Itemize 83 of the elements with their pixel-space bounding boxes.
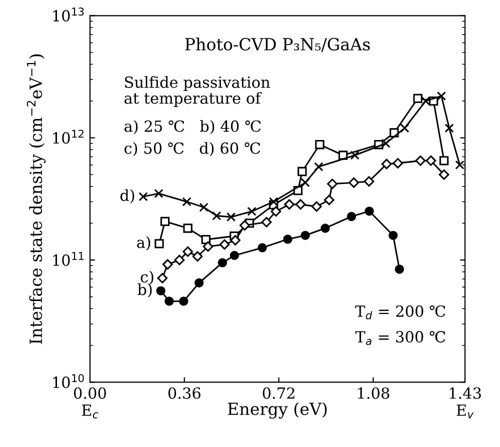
y-tick-label: 10$^{10}$ [53, 374, 84, 388]
point [230, 250, 240, 260]
point [218, 258, 228, 268]
point [394, 264, 404, 274]
point [192, 251, 203, 262]
annotation: T$_{d}$ = 200 ℃ [355, 305, 446, 320]
series-label: a) [137, 236, 150, 250]
x-tick-label: 0.36 [168, 387, 200, 399]
point [444, 124, 454, 133]
point [261, 216, 272, 228]
point [315, 140, 324, 150]
point [182, 246, 193, 257]
y-axis-title: Interface state density (cm$^{−2}$eV$^{−1}$) [26, 54, 46, 344]
point [247, 206, 256, 216]
point [436, 91, 446, 101]
y-tick-label: 10$^{11}$ [53, 252, 84, 266]
text: Photo-CVD P₃N₅/GaAs [185, 38, 370, 52]
point [381, 158, 392, 170]
point [295, 199, 306, 210]
point [314, 162, 324, 172]
point [226, 212, 236, 222]
point [415, 156, 426, 166]
x-tick-label: 1.08 [358, 387, 390, 399]
point [439, 156, 449, 166]
y-tick-label: 10$^{13}$ [53, 8, 84, 22]
series-label: d) [120, 189, 134, 204]
point [348, 177, 359, 188]
point [154, 239, 164, 248]
point [212, 211, 222, 220]
point [230, 235, 240, 246]
point [327, 178, 338, 190]
annotation: c) 50 ℃ d) 60 ℃ [124, 142, 260, 156]
point [438, 169, 450, 180]
point [268, 197, 278, 206]
x-tick-label: 0.00 E$_{c}$ [74, 387, 106, 418]
point [364, 206, 374, 216]
point [138, 192, 148, 202]
point [160, 216, 170, 226]
point [350, 150, 360, 160]
point [162, 259, 173, 270]
point [338, 150, 348, 160]
point [300, 178, 310, 188]
point [388, 230, 398, 240]
annotation: T$_{a}$ = 300 ℃ [355, 331, 446, 346]
point [421, 96, 430, 106]
point [179, 296, 188, 306]
point [183, 224, 192, 233]
point [240, 220, 250, 231]
point [219, 239, 230, 250]
point [300, 230, 310, 240]
point [156, 286, 166, 296]
point [270, 206, 282, 217]
point [346, 212, 356, 222]
point [311, 201, 322, 212]
point [324, 194, 334, 206]
point [413, 94, 422, 104]
point [164, 296, 174, 306]
point [400, 124, 410, 133]
point [199, 202, 208, 212]
x-tick-label: 1.43 E$_{v}$ [450, 387, 481, 418]
point [284, 199, 294, 210]
point [392, 158, 404, 168]
point [154, 188, 164, 198]
point [320, 224, 330, 233]
series-label: b) [138, 283, 152, 298]
point [381, 138, 390, 148]
annotation: a) 25 ℃ b) 40 ℃ [124, 120, 261, 134]
point [455, 160, 464, 170]
point [426, 156, 436, 166]
point [298, 166, 307, 176]
point [202, 241, 214, 252]
series-label: c) [140, 270, 154, 285]
annotation: Sulfide passivation at temperature of [124, 76, 270, 107]
point [364, 176, 374, 187]
point [283, 234, 292, 244]
point [258, 243, 267, 252]
x-tick-label: 0.72 [262, 387, 294, 399]
y-tick-label: 10$^{12}$ [53, 130, 84, 144]
x-axis-title: Energy (eV) [228, 402, 327, 419]
point [174, 254, 185, 266]
point [157, 272, 168, 284]
point [182, 197, 192, 206]
point [194, 278, 204, 288]
